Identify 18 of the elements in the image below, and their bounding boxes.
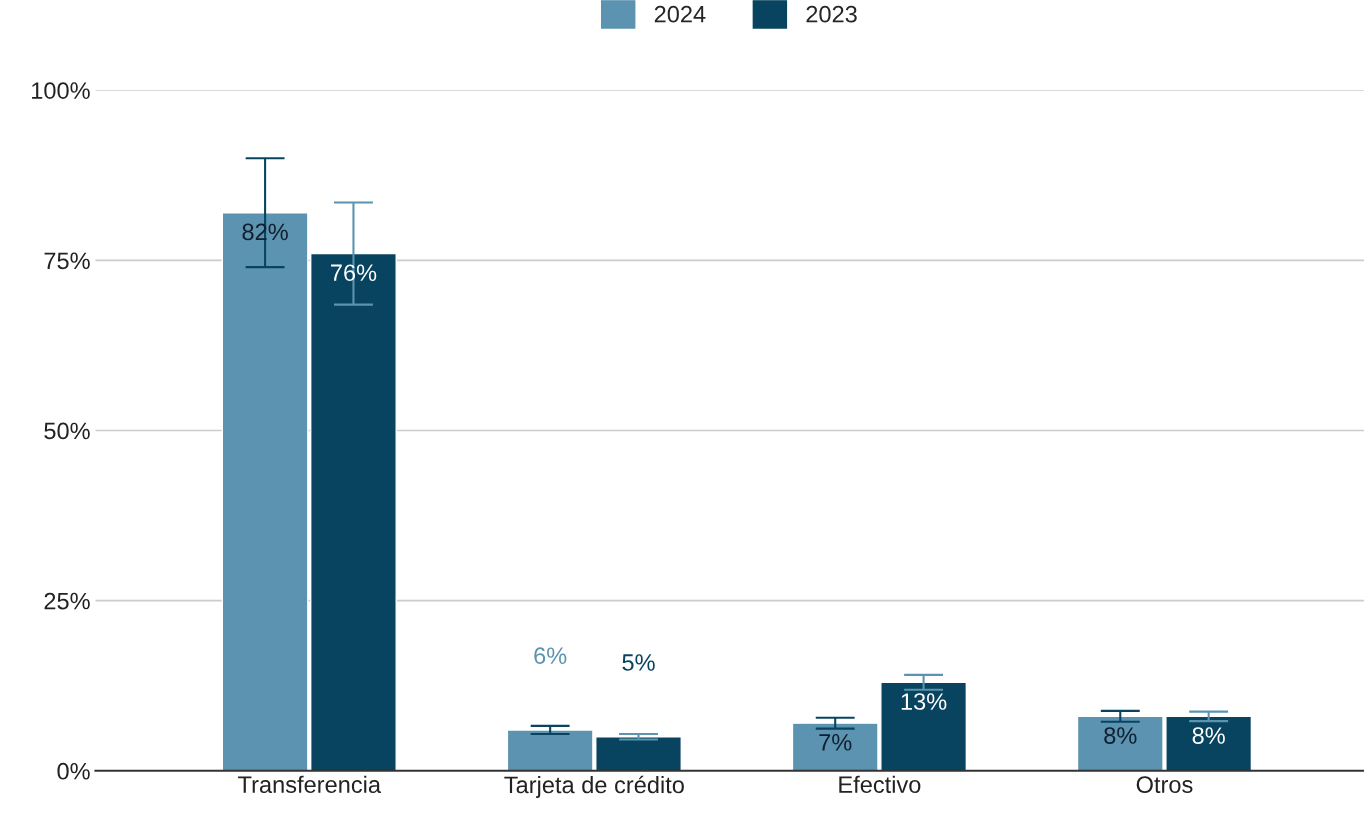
y-tick-label: 0% bbox=[57, 762, 90, 780]
data-label: 8% bbox=[1104, 727, 1137, 744]
x-tick-label: Transferencia bbox=[238, 775, 382, 793]
x-tick-label: Efectivo bbox=[839, 775, 921, 793]
data-label: 13% bbox=[901, 693, 947, 710]
y-tick-label: 75% bbox=[44, 252, 90, 270]
legend-label: 2024 bbox=[654, 5, 706, 23]
data-label: 6% bbox=[534, 647, 567, 665]
data-label: 76% bbox=[331, 264, 377, 282]
y-tick-label: 50% bbox=[44, 422, 90, 440]
y-tick-label: 25% bbox=[44, 592, 90, 610]
data-label: 8% bbox=[1192, 727, 1225, 744]
x-tick-label: Otros bbox=[1136, 776, 1193, 793]
data-label: 5% bbox=[622, 654, 655, 671]
y-tick-label: 100% bbox=[32, 82, 90, 99]
legend-label: 2023 bbox=[806, 5, 857, 23]
x-tick-label: Tarjeta de crédito bbox=[504, 775, 684, 798]
data-label: 7% bbox=[819, 734, 852, 751]
